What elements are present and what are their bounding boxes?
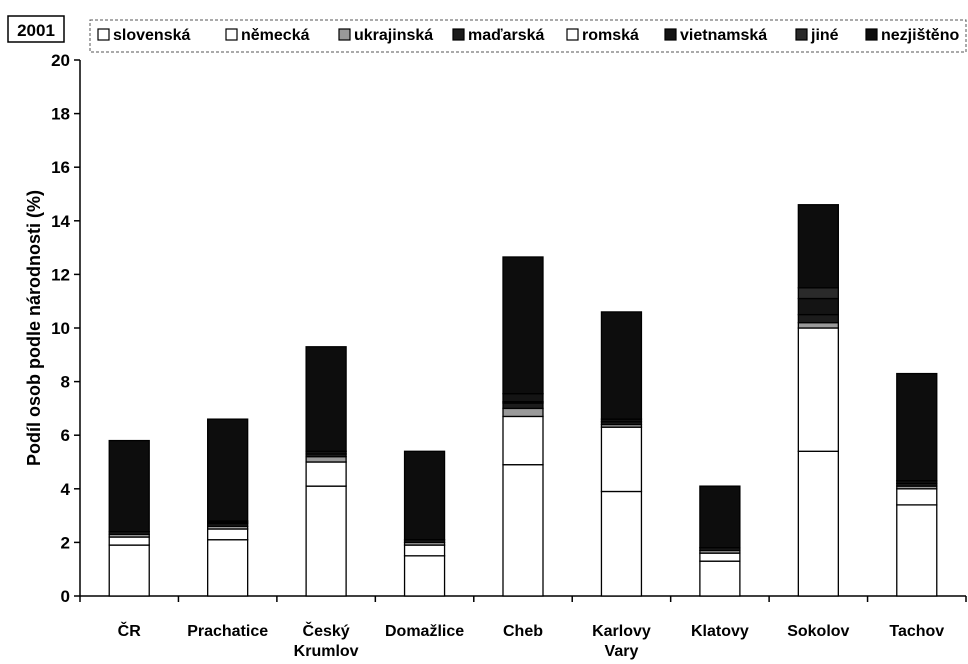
x-tick-label: Sokolov [787,623,849,640]
legend-item-7: nezjištěno [865,27,959,44]
bar-segment-německá [108,536,150,546]
x-tick-label: Krumlov [294,643,359,660]
bar-segment-slovenská [108,544,150,597]
x-tick-label: Karlovy [592,623,651,640]
bar-segment-nezjištěno [699,485,741,549]
legend-swatch [795,28,808,41]
bar-segment-slovenská [600,490,643,597]
bar-stack-7 [797,204,839,597]
legend-swatch [225,28,238,41]
bar-segment-slovenská [502,464,544,597]
bar-segment-slovenská [305,485,347,597]
bar-stack-4 [502,256,544,597]
bar-segment-vietnamská [797,297,839,316]
bar-segment-nezjištěno [108,439,150,533]
legend-item-5: vietnamská [664,27,767,44]
bar-stack-0 [108,439,150,597]
bar-segment-německá [403,544,446,557]
y-tick-label: 4 [61,480,71,499]
x-tick-label: ČR [118,621,142,640]
bar-segment-slovenská [207,539,249,597]
bar-stack-8 [896,372,938,597]
x-tick-label: Domažlice [385,623,464,640]
bar-segment-vietnamská [502,393,544,403]
legend-label: ukrajinská [354,27,433,44]
legend-item-2: ukrajinská [338,27,433,44]
y-axis-label: Podíl osob podle národnosti (%) [24,190,44,466]
bar-segment-nezjištěno [305,346,347,452]
bar-stack-6 [699,485,741,597]
legend-label: nezjištěno [881,27,959,44]
legend-swatch [865,28,878,41]
legend-label: romská [582,27,639,44]
bar-segment-nezjištěno [207,418,249,522]
bar-stack-5 [600,311,643,597]
bar-segment-slovenská [403,555,446,597]
legend-label: maďarská [468,27,545,44]
bar-segment-jiné [797,287,839,300]
legend-label: slovenská [113,27,190,44]
x-tick-label: Vary [605,643,639,660]
bars [108,204,938,597]
bar-segment-nezjištěno [502,256,544,395]
legend-label: německá [241,27,310,44]
y-tick-label: 12 [51,265,70,284]
bar-segment-ukrajinská [502,407,544,418]
y-tick-label: 6 [61,426,70,445]
y-tick-label: 18 [51,105,70,124]
y-tick-label: 2 [61,533,70,552]
bar-segment-maďarská [797,313,839,324]
legend-item-3: maďarská [452,27,545,44]
bar-segment-ukrajinská [797,321,839,329]
legend-item-1: německá [225,27,310,44]
year-box-border [7,15,65,43]
bar-stack-2 [305,346,347,597]
x-tick-label: Klatovy [691,623,749,640]
bar-segment-nezjištěno [896,372,938,482]
bar-stack-3 [403,450,446,597]
year-box: 2001 [7,15,65,43]
bar-segment-slovenská [699,560,741,597]
x-tick-label: Tachov [889,623,944,640]
bar-segment-německá [502,415,544,466]
legend-item-6: jiné [795,27,839,44]
x-tick-label: Český [303,621,350,640]
legend-item-0: slovenská [97,27,190,44]
legend: slovenská německá ukrajinská maďarská romská… [89,19,967,53]
y-tick-label: 0 [61,587,70,606]
legend-swatch [338,28,351,41]
legend-swatch [566,28,579,41]
bar-segment-německá [896,488,938,506]
y-tick-label: 10 [51,319,70,338]
year-label: 2001 [17,21,55,40]
bar-segment-německá [797,327,839,452]
legend-swatch [664,28,677,41]
x-tick-label: Cheb [503,623,543,640]
y-tick-label: 16 [51,158,70,177]
bar-stack-1 [207,418,249,597]
bar-segment-německá [305,461,347,487]
bar-segment-německá [699,552,741,562]
bar-segment-slovenská [896,504,938,597]
legend-label: vietnamská [680,27,767,44]
legend-swatch [97,28,110,41]
bar-segment-nezjištěno [600,311,643,420]
y-tick-label: 20 [51,51,70,70]
bar-segment-slovenská [797,450,839,597]
bar-segment-maďarská [502,402,544,410]
legend-item-4: romská [566,27,639,44]
bar-segment-nezjištěno [797,204,839,289]
bar-segment-ukrajinská [305,455,347,463]
x-axis-labels: ČR Prachatice Český Krumlov Domažlice Cheb Kar… [118,621,945,660]
legend-label: jiné [810,27,839,44]
bar-segment-nezjištěno [403,450,446,541]
y-tick-label: 14 [51,212,70,231]
legend-swatch [452,28,465,41]
x-tick-label: Prachatice [187,623,268,640]
bar-segment-německá [207,528,249,541]
bar-segment-německá [600,426,643,493]
y-tick-label: 8 [61,373,70,392]
